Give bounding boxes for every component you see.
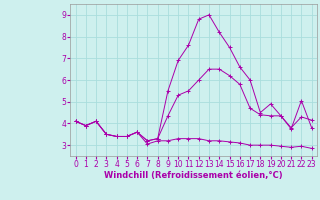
X-axis label: Windchill (Refroidissement éolien,°C): Windchill (Refroidissement éolien,°C): [104, 171, 283, 180]
